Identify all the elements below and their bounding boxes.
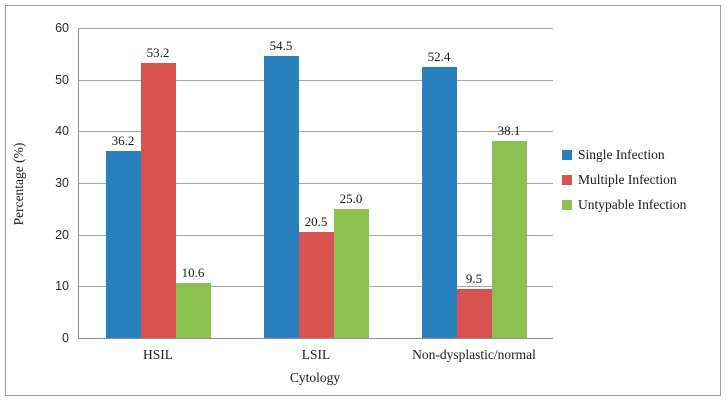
figure-border: Percentage (%) 0 10 20 30 40 50 60 36.2 53.2 10.6… [5, 5, 721, 396]
legend-label: Single Infection [578, 147, 665, 162]
x-category-label-non-dysplastic-normal: Non-dysplastic/normal [412, 347, 536, 362]
gridline-y-30 [79, 183, 553, 184]
bar-single-infection-lsil: 54.5 [263, 39, 299, 338]
value-label-single-infection-hsil: 36.2 [111, 132, 135, 148]
value-label-multiple-infection-non-dysplastic-normal: 9.5 [465, 270, 483, 286]
legend-label: Untypable Infection [578, 196, 687, 212]
y-tick-label-30: 30 [55, 176, 69, 190]
gridline-y-60 [79, 28, 553, 29]
x-category-label-hsil: HSIL [143, 347, 173, 362]
value-label-untypable-infection-non-dysplastic-normal: 38.1 [497, 123, 521, 139]
legend-item-single-infection: Single Infection [562, 147, 686, 163]
y-tick-label-10: 10 [55, 279, 69, 294]
legend-item-multiple-infection: Multiple Infection [562, 171, 686, 188]
y-tick-label-20: 20 [55, 227, 69, 242]
bar-untypable-infection-hsil: 10.6 [175, 266, 211, 338]
legend-swatch-icon [562, 150, 572, 161]
value-label-multiple-infection-hsil: 53.2 [146, 45, 170, 61]
plot-area: 0 10 20 30 40 50 60 36.2 53.2 10.6 HSIL 54.5 20.5 25.… [55, 22, 553, 361]
value-label-untypable-infection-hsil: 10.6 [181, 265, 205, 281]
gridline-y-50 [79, 79, 553, 81]
bar-untypable-infection-lsil: 25.0 [333, 192, 369, 338]
y-tick-label-0: 0 [62, 331, 69, 345]
x-axis-title: Cytology [289, 370, 341, 385]
y-tick-label-40: 40 [55, 124, 69, 139]
bar-group-lsil: 54.5 20.5 25.0 [237, 28, 395, 338]
bar-group-non-dysplastic-normal: 52.4 9.5 38.1 [395, 28, 553, 338]
bar-untypable-infection-non-dysplastic-normal: 38.1 [491, 124, 527, 338]
value-label-multiple-infection-lsil: 20.5 [304, 214, 328, 230]
value-label-single-infection-non-dysplastic-normal: 52.4 [427, 49, 451, 65]
y-tick-label-50: 50 [55, 72, 69, 87]
bar-group-hsil: 36.2 53.2 10.6 [79, 28, 237, 338]
legend-label: Multiple Infection [578, 171, 677, 187]
legend-swatch-icon [562, 200, 572, 211]
value-label-single-infection-lsil: 54.5 [269, 38, 293, 54]
bar-single-infection-non-dysplastic-normal: 52.4 [421, 50, 457, 338]
legend-swatch-icon [562, 175, 572, 186]
bar-multiple-infection-hsil: 53.2 [140, 46, 176, 338]
value-label-untypable-infection-lsil: 25.0 [339, 190, 363, 206]
y-tick-label-60: 60 [55, 21, 69, 35]
bar-single-infection-hsil: 36.2 [105, 134, 141, 338]
x-category-label-lsil: LSIL [301, 347, 331, 362]
gridline-y-40 [79, 131, 553, 133]
y-axis-title: Percentage (%) [11, 142, 26, 226]
legend-item-untypable-infection: Untypable Infection [562, 196, 687, 213]
legend: Single Infection Multiple Infection Untypa… [562, 147, 687, 213]
bar-multiple-infection-lsil: 20.5 [298, 215, 334, 338]
bar-multiple-infection-non-dysplastic-normal: 9.5 [456, 272, 492, 338]
